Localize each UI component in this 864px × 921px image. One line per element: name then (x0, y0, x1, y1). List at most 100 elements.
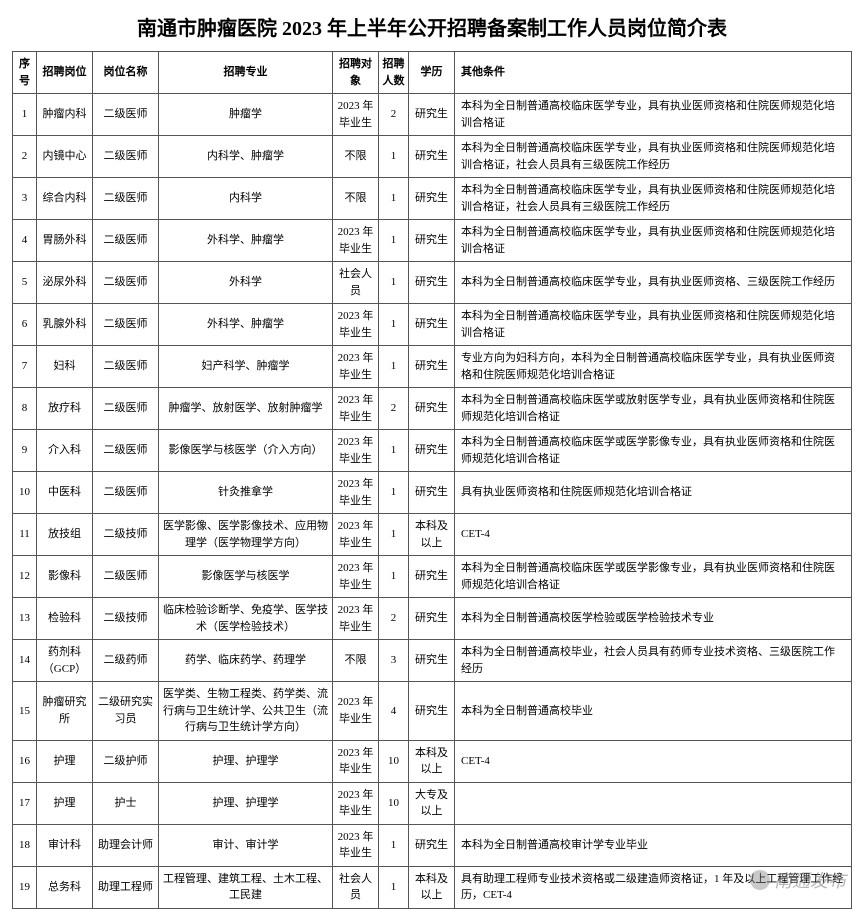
cell-dept: 影像科 (37, 556, 93, 598)
cell-target: 2023 年毕业生 (333, 514, 379, 556)
cell-cond: CET-4 (455, 740, 852, 782)
cell-count: 10 (379, 740, 409, 782)
cell-target: 2023 年毕业生 (333, 740, 379, 782)
cell-pos: 二级技师 (93, 514, 159, 556)
cell-seq: 8 (13, 388, 37, 430)
cell-major: 外科学 (159, 262, 333, 304)
cell-dept: 总务科 (37, 866, 93, 908)
cell-dept: 护理 (37, 740, 93, 782)
cell-seq: 17 (13, 782, 37, 824)
cell-seq: 14 (13, 640, 37, 682)
cell-seq: 12 (13, 556, 37, 598)
cell-major: 外科学、肿瘤学 (159, 220, 333, 262)
cell-pos: 助理工程师 (93, 866, 159, 908)
cell-seq: 9 (13, 430, 37, 472)
cell-count: 1 (379, 178, 409, 220)
cell-major: 临床检验诊断学、免疫学、医学技术（医学检验技术） (159, 598, 333, 640)
table-row: 2内镜中心二级医师内科学、肿瘤学不限1研究生本科为全日制普通高校临床医学专业，具… (13, 136, 852, 178)
table-row: 6乳腺外科二级医师外科学、肿瘤学2023 年毕业生1研究生本科为全日制普通高校临… (13, 304, 852, 346)
cell-target: 2023 年毕业生 (333, 94, 379, 136)
cell-target: 2023 年毕业生 (333, 304, 379, 346)
cell-edu: 大专及以上 (409, 782, 455, 824)
cell-target: 2023 年毕业生 (333, 782, 379, 824)
cell-seq: 19 (13, 866, 37, 908)
cell-cond: 本科为全日制普通高校临床医学专业，具有执业医师资格、三级医院工作经历 (455, 262, 852, 304)
cell-dept: 护理 (37, 782, 93, 824)
cell-seq: 10 (13, 472, 37, 514)
cell-target: 2023 年毕业生 (333, 220, 379, 262)
cell-count: 3 (379, 640, 409, 682)
cell-edu: 研究生 (409, 556, 455, 598)
cell-seq: 18 (13, 824, 37, 866)
cell-target: 2023 年毕业生 (333, 430, 379, 472)
th-dept: 招聘岗位 (37, 52, 93, 94)
cell-cond: 本科为全日制普通高校毕业 (455, 682, 852, 741)
cell-edu: 研究生 (409, 640, 455, 682)
cell-major: 外科学、肿瘤学 (159, 304, 333, 346)
cell-cond: 本科为全日制普通高校临床医学专业，具有执业医师资格和住院医师规范化培训合格证，社… (455, 178, 852, 220)
cell-target: 2023 年毕业生 (333, 598, 379, 640)
cell-seq: 5 (13, 262, 37, 304)
cell-count: 4 (379, 682, 409, 741)
cell-major: 内科学 (159, 178, 333, 220)
cell-edu: 研究生 (409, 304, 455, 346)
table-row: 19总务科助理工程师工程管理、建筑工程、土木工程、工民建社会人员1本科及以上具有… (13, 866, 852, 908)
table-body: 1肿瘤内科二级医师肿瘤学2023 年毕业生2研究生本科为全日制普通高校临床医学专… (13, 94, 852, 909)
cell-count: 1 (379, 430, 409, 472)
table-row: 18审计科助理会计师审计、审计学2023 年毕业生1研究生本科为全日制普通高校审… (13, 824, 852, 866)
cell-dept: 内镜中心 (37, 136, 93, 178)
cell-cond: 具有助理工程师专业技术资格或二级建造师资格证，1 年及以上工程管理工作经历，CE… (455, 866, 852, 908)
cell-major: 审计、审计学 (159, 824, 333, 866)
table-row: 5泌尿外科二级医师外科学社会人员1研究生本科为全日制普通高校临床医学专业，具有执… (13, 262, 852, 304)
cell-pos: 二级医师 (93, 556, 159, 598)
table-row: 3综合内科二级医师内科学不限1研究生本科为全日制普通高校临床医学专业，具有执业医… (13, 178, 852, 220)
cell-target: 不限 (333, 136, 379, 178)
cell-cond: 本科为全日制普通高校临床医学或医学影像专业，具有执业医师资格和住院医师规范化培训… (455, 430, 852, 472)
table-row: 1肿瘤内科二级医师肿瘤学2023 年毕业生2研究生本科为全日制普通高校临床医学专… (13, 94, 852, 136)
cell-cond: 本科为全日制普通高校医学检验或医学检验技术专业 (455, 598, 852, 640)
th-count: 招聘人数 (379, 52, 409, 94)
cell-cond: 具有执业医师资格和住院医师规范化培训合格证 (455, 472, 852, 514)
cell-edu: 本科及以上 (409, 514, 455, 556)
cell-pos: 二级药师 (93, 640, 159, 682)
cell-seq: 6 (13, 304, 37, 346)
cell-target: 2023 年毕业生 (333, 824, 379, 866)
cell-dept: 药剂科（GCP） (37, 640, 93, 682)
cell-major: 医学影像、医学影像技术、应用物理学（医学物理学方向） (159, 514, 333, 556)
cell-count: 2 (379, 598, 409, 640)
cell-major: 工程管理、建筑工程、土木工程、工民建 (159, 866, 333, 908)
cell-target: 2023 年毕业生 (333, 346, 379, 388)
page-title: 南通市肿瘤医院 2023 年上半年公开招聘备案制工作人员岗位简介表 (12, 12, 852, 41)
cell-pos: 二级医师 (93, 262, 159, 304)
cell-seq: 7 (13, 346, 37, 388)
cell-pos: 护士 (93, 782, 159, 824)
cell-target: 不限 (333, 640, 379, 682)
cell-cond: 本科为全日制普通高校审计学专业毕业 (455, 824, 852, 866)
cell-pos: 二级医师 (93, 178, 159, 220)
cell-major: 肿瘤学、放射医学、放射肿瘤学 (159, 388, 333, 430)
cell-target: 2023 年毕业生 (333, 556, 379, 598)
cell-cond: 本科为全日制普通高校临床医学专业，具有执业医师资格和住院医师规范化培训合格证 (455, 304, 852, 346)
cell-cond: CET-4 (455, 514, 852, 556)
table-row: 11放技组二级技师医学影像、医学影像技术、应用物理学（医学物理学方向）2023 … (13, 514, 852, 556)
cell-seq: 4 (13, 220, 37, 262)
table-row: 16护理二级护师护理、护理学2023 年毕业生10本科及以上CET-4 (13, 740, 852, 782)
cell-dept: 介入科 (37, 430, 93, 472)
cell-dept: 中医科 (37, 472, 93, 514)
cell-target: 社会人员 (333, 262, 379, 304)
cell-edu: 研究生 (409, 388, 455, 430)
cell-pos: 二级医师 (93, 94, 159, 136)
cell-edu: 研究生 (409, 824, 455, 866)
cell-dept: 放技组 (37, 514, 93, 556)
cell-pos: 二级医师 (93, 430, 159, 472)
cell-edu: 研究生 (409, 262, 455, 304)
cell-target: 不限 (333, 178, 379, 220)
cell-cond (455, 782, 852, 824)
th-target: 招聘对象 (333, 52, 379, 94)
cell-edu: 研究生 (409, 178, 455, 220)
cell-target: 2023 年毕业生 (333, 682, 379, 741)
cell-target: 2023 年毕业生 (333, 388, 379, 430)
cell-cond: 本科为全日制普通高校临床医学或放射医学专业，具有执业医师资格和住院医师规范化培训… (455, 388, 852, 430)
job-table: 序号 招聘岗位 岗位名称 招聘专业 招聘对象 招聘人数 学历 其他条件 1肿瘤内… (12, 51, 852, 909)
th-pos: 岗位名称 (93, 52, 159, 94)
